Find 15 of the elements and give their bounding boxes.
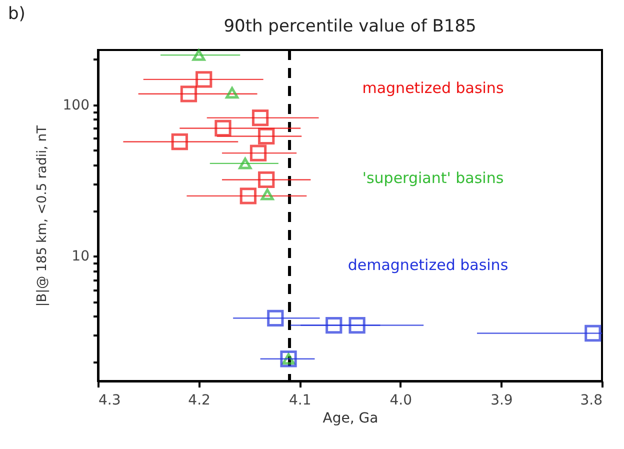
y-tick-label: 10 <box>72 248 90 265</box>
x-tick-label: 4.1 <box>288 392 312 408</box>
text: b) <box>8 4 26 24</box>
x-tick-label: 3.8 <box>580 392 602 408</box>
x-tick-label: 4.3 <box>98 392 121 408</box>
chart-title: 90th percentile value of B185 <box>224 16 476 37</box>
text: 'supergiant' basins <box>362 169 504 187</box>
y-tick-label: 100 <box>62 97 90 114</box>
x-tick-label: 4.2 <box>188 392 210 408</box>
text: magnetized basins <box>362 79 504 97</box>
text: demagnetized basins <box>348 256 508 274</box>
x-tick-label: 4.0 <box>390 392 412 408</box>
x-axis-title: Age, Ga <box>322 410 378 426</box>
x-tick-label: 3.9 <box>490 392 513 408</box>
y-axis-title: |B|@ 185 km, <0.5 radii, nT <box>34 125 50 307</box>
